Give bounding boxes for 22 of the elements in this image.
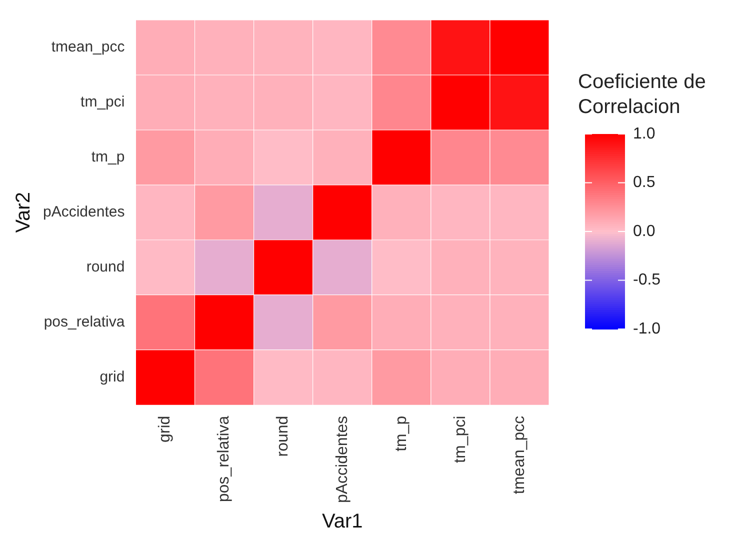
color-bar-label: -0.5 xyxy=(633,272,661,289)
y-tick-label: round xyxy=(86,258,125,276)
x-tick-label: tmean_pcc xyxy=(510,416,528,494)
x-tick-label: tm_p xyxy=(392,416,410,452)
x-tick-label: grid xyxy=(156,416,174,443)
color-bar-label: 0.5 xyxy=(633,174,656,192)
y-tick-label: grid xyxy=(100,368,125,386)
x-tick-label: round xyxy=(274,416,292,457)
color-bar-label: -1.0 xyxy=(633,320,661,338)
y-tick-label: tm_pci xyxy=(80,94,125,111)
x-axis-title: Var1 xyxy=(322,510,363,533)
color-bar-label: 1.0 xyxy=(633,125,656,142)
x-tick-label: pAccidentes xyxy=(334,416,351,504)
y-tick-label: tmean_pcc xyxy=(51,38,126,56)
y-tick-label: tm_p xyxy=(91,148,125,166)
y-tick-label: pAccidentes xyxy=(43,204,125,221)
color-bar-title: Coeficiente de Correlacion xyxy=(578,71,706,118)
x-tick-label: pos_relativa xyxy=(216,416,233,502)
color-bar-label: 0.0 xyxy=(633,222,656,240)
y-axis-title: Var2 xyxy=(12,192,35,233)
x-tick-label: tm_pci xyxy=(452,416,469,463)
y-tick-label: pos_relativa xyxy=(44,314,126,331)
